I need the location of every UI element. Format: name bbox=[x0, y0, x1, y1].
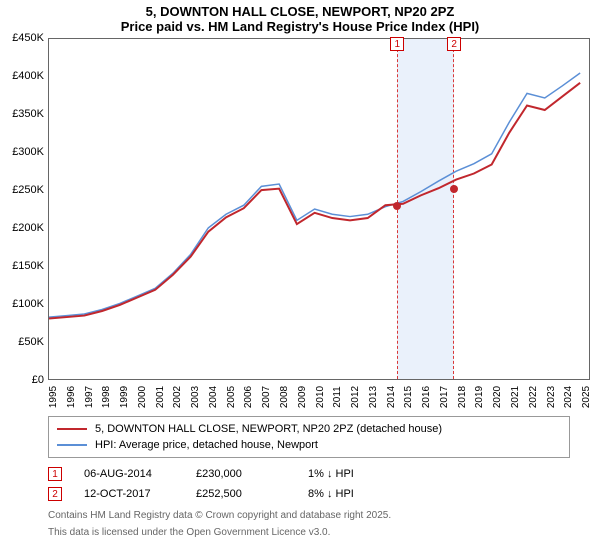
x-tick-label: 2024 bbox=[563, 386, 574, 408]
legend-row: HPI: Average price, detached house, Newp… bbox=[57, 437, 561, 453]
x-tick-label: 2005 bbox=[226, 386, 237, 408]
x-tick-label: 2014 bbox=[386, 386, 397, 408]
y-tick-label: £150K bbox=[12, 260, 44, 272]
x-tick-label: 2019 bbox=[474, 386, 485, 408]
x-tick-label: 1996 bbox=[66, 386, 77, 408]
y-tick-label: £450K bbox=[12, 32, 44, 44]
x-tick-label: 2010 bbox=[315, 386, 326, 408]
x-tick-label: 2007 bbox=[261, 386, 272, 408]
sale-price: £252,500 bbox=[196, 488, 286, 500]
footer-licence: This data is licensed under the Open Gov… bbox=[48, 527, 570, 538]
legend-swatch bbox=[57, 444, 87, 446]
x-tick-label: 2004 bbox=[208, 386, 219, 408]
x-tick-label: 2011 bbox=[332, 386, 343, 408]
chart-area: £0 £50K £100K £150K £200K £250K £300K £350K £400… bbox=[0, 38, 600, 408]
sale-marker-1: 1 bbox=[390, 37, 404, 51]
sale-dot-2 bbox=[450, 185, 458, 193]
series-price_paid bbox=[49, 83, 580, 319]
y-tick-label: £350K bbox=[12, 108, 44, 120]
x-tick-label: 1997 bbox=[84, 386, 95, 408]
x-tick-label: 2025 bbox=[581, 386, 592, 408]
sales-row: 1 06-AUG-2014 £230,000 1% ↓ HPI bbox=[48, 464, 570, 484]
x-tick-label: 2002 bbox=[172, 386, 183, 408]
y-tick-label: £0 bbox=[32, 374, 44, 386]
x-tick-label: 2017 bbox=[439, 386, 450, 408]
x-tick-label: 2020 bbox=[492, 386, 503, 408]
chart-subtitle: Price paid vs. HM Land Registry's House … bbox=[0, 19, 600, 38]
x-tick-label: 2003 bbox=[190, 386, 201, 408]
x-tick-label: 2001 bbox=[155, 386, 166, 408]
x-tick-label: 2015 bbox=[403, 386, 414, 408]
legend-swatch bbox=[57, 428, 87, 430]
sale-price: £230,000 bbox=[196, 468, 286, 480]
legend-label: 5, DOWNTON HALL CLOSE, NEWPORT, NP20 2PZ… bbox=[95, 423, 442, 435]
sale-date: 06-AUG-2014 bbox=[84, 468, 174, 480]
x-tick-label: 2021 bbox=[510, 386, 521, 408]
x-tick-label: 1998 bbox=[101, 386, 112, 408]
legend: 5, DOWNTON HALL CLOSE, NEWPORT, NP20 2PZ… bbox=[48, 416, 570, 458]
y-tick-label: £100K bbox=[12, 298, 44, 310]
sales-row: 2 12-OCT-2017 £252,500 8% ↓ HPI bbox=[48, 484, 570, 504]
plot-area: 12 bbox=[48, 38, 590, 380]
y-tick-label: £400K bbox=[12, 70, 44, 82]
sale-num-box: 2 bbox=[48, 487, 62, 501]
sale-delta: 8% ↓ HPI bbox=[308, 488, 398, 500]
x-tick-label: 2008 bbox=[279, 386, 290, 408]
x-tick-label: 1995 bbox=[48, 386, 59, 408]
x-axis: 1995 1996 1997 1998 1999 2000 2001 2002 2003 2004… bbox=[48, 380, 590, 408]
series-hpi bbox=[49, 73, 580, 317]
x-tick-label: 2012 bbox=[350, 386, 361, 408]
x-tick-label: 2016 bbox=[421, 386, 432, 408]
x-tick-label: 1999 bbox=[119, 386, 130, 408]
x-tick-label: 2022 bbox=[528, 386, 539, 408]
legend-row: 5, DOWNTON HALL CLOSE, NEWPORT, NP20 2PZ… bbox=[57, 421, 561, 437]
chart-lines bbox=[49, 39, 589, 379]
y-tick-label: £200K bbox=[12, 222, 44, 234]
sales-table: 1 06-AUG-2014 £230,000 1% ↓ HPI 2 12-OCT-2017… bbox=[48, 464, 570, 504]
sale-dot-1 bbox=[393, 202, 401, 210]
footer-copyright: Contains HM Land Registry data © Crown c… bbox=[48, 510, 570, 521]
x-tick-label: 2009 bbox=[297, 386, 308, 408]
sale-marker-2: 2 bbox=[447, 37, 461, 51]
x-tick-label: 2000 bbox=[137, 386, 148, 408]
y-tick-label: £50K bbox=[18, 336, 44, 348]
y-axis: £0£50K£100K£150K£200K£250K£300K£350K£400… bbox=[0, 38, 48, 380]
x-tick-label: 2018 bbox=[457, 386, 468, 408]
x-tick-label: 2023 bbox=[546, 386, 557, 408]
legend-label: HPI: Average price, detached house, Newp… bbox=[95, 439, 318, 451]
sale-delta: 1% ↓ HPI bbox=[308, 468, 398, 480]
sale-num-box: 1 bbox=[48, 467, 62, 481]
y-tick-label: £250K bbox=[12, 184, 44, 196]
chart-title: 5, DOWNTON HALL CLOSE, NEWPORT, NP20 2PZ bbox=[0, 0, 600, 19]
x-tick-label: 2013 bbox=[368, 386, 379, 408]
x-tick-label: 2006 bbox=[243, 386, 254, 408]
sale-date: 12-OCT-2017 bbox=[84, 488, 174, 500]
y-tick-label: £300K bbox=[12, 146, 44, 158]
